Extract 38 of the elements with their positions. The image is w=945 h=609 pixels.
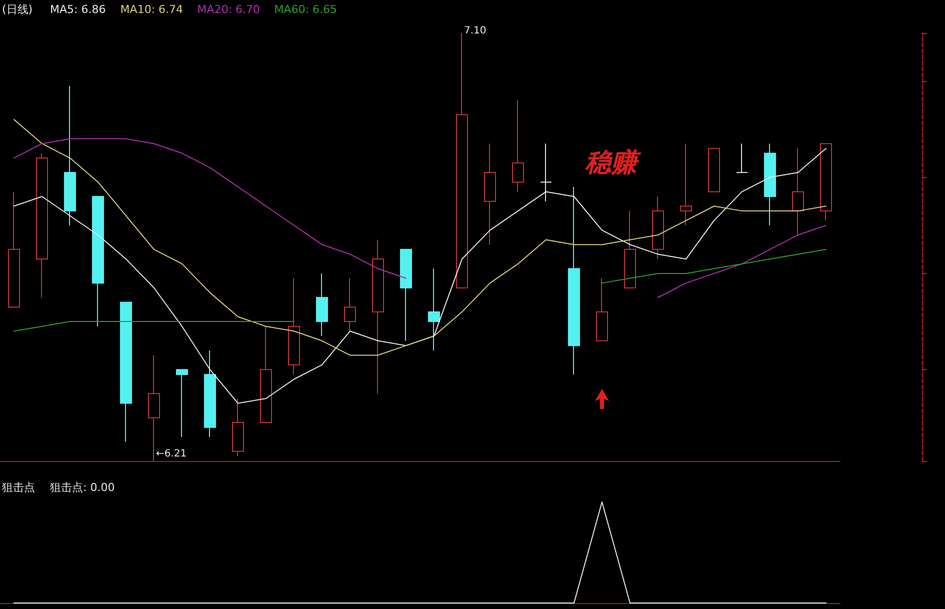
candlestick <box>260 326 272 424</box>
candlestick <box>344 278 356 332</box>
candlestick <box>400 248 412 342</box>
candlestick <box>484 143 496 246</box>
text: MA20: 6.70 <box>197 3 260 16</box>
candlestick <box>92 196 104 327</box>
candlestick <box>596 278 608 342</box>
candlestick <box>764 143 776 226</box>
candlestick <box>176 369 188 438</box>
chart-title: (日线) <box>2 3 33 16</box>
candlestick <box>708 148 720 192</box>
candlestick <box>288 278 300 375</box>
annotation: ←6.21 <box>156 448 187 460</box>
candlestick <box>624 210 636 288</box>
candlestick <box>652 196 664 260</box>
candlestick <box>36 152 48 298</box>
candlestick <box>428 268 440 351</box>
candlestick <box>232 398 244 457</box>
candlestick <box>512 100 524 192</box>
candlestick <box>8 191 20 308</box>
annotation: 7.10 <box>464 26 486 36</box>
text: MA60: 6.65 <box>274 3 338 16</box>
text: MA5: 6.86 <box>50 3 106 16</box>
text: 狙击点: 0.00 <box>50 481 115 494</box>
candlestick <box>568 186 580 375</box>
candlestick <box>120 302 132 442</box>
chart-title: 狙击点 <box>2 481 35 494</box>
candlestick <box>792 148 804 236</box>
candlestick <box>372 239 384 394</box>
text: MA10: 6.74 <box>120 3 184 16</box>
candlestick <box>204 350 216 438</box>
candlestick <box>64 85 76 226</box>
candlestick <box>680 143 692 226</box>
candlestick <box>820 143 832 222</box>
candlestick <box>456 32 468 288</box>
candlestick <box>736 143 748 173</box>
candlestick <box>316 272 328 336</box>
annotation: 稳赚 <box>584 148 642 178</box>
